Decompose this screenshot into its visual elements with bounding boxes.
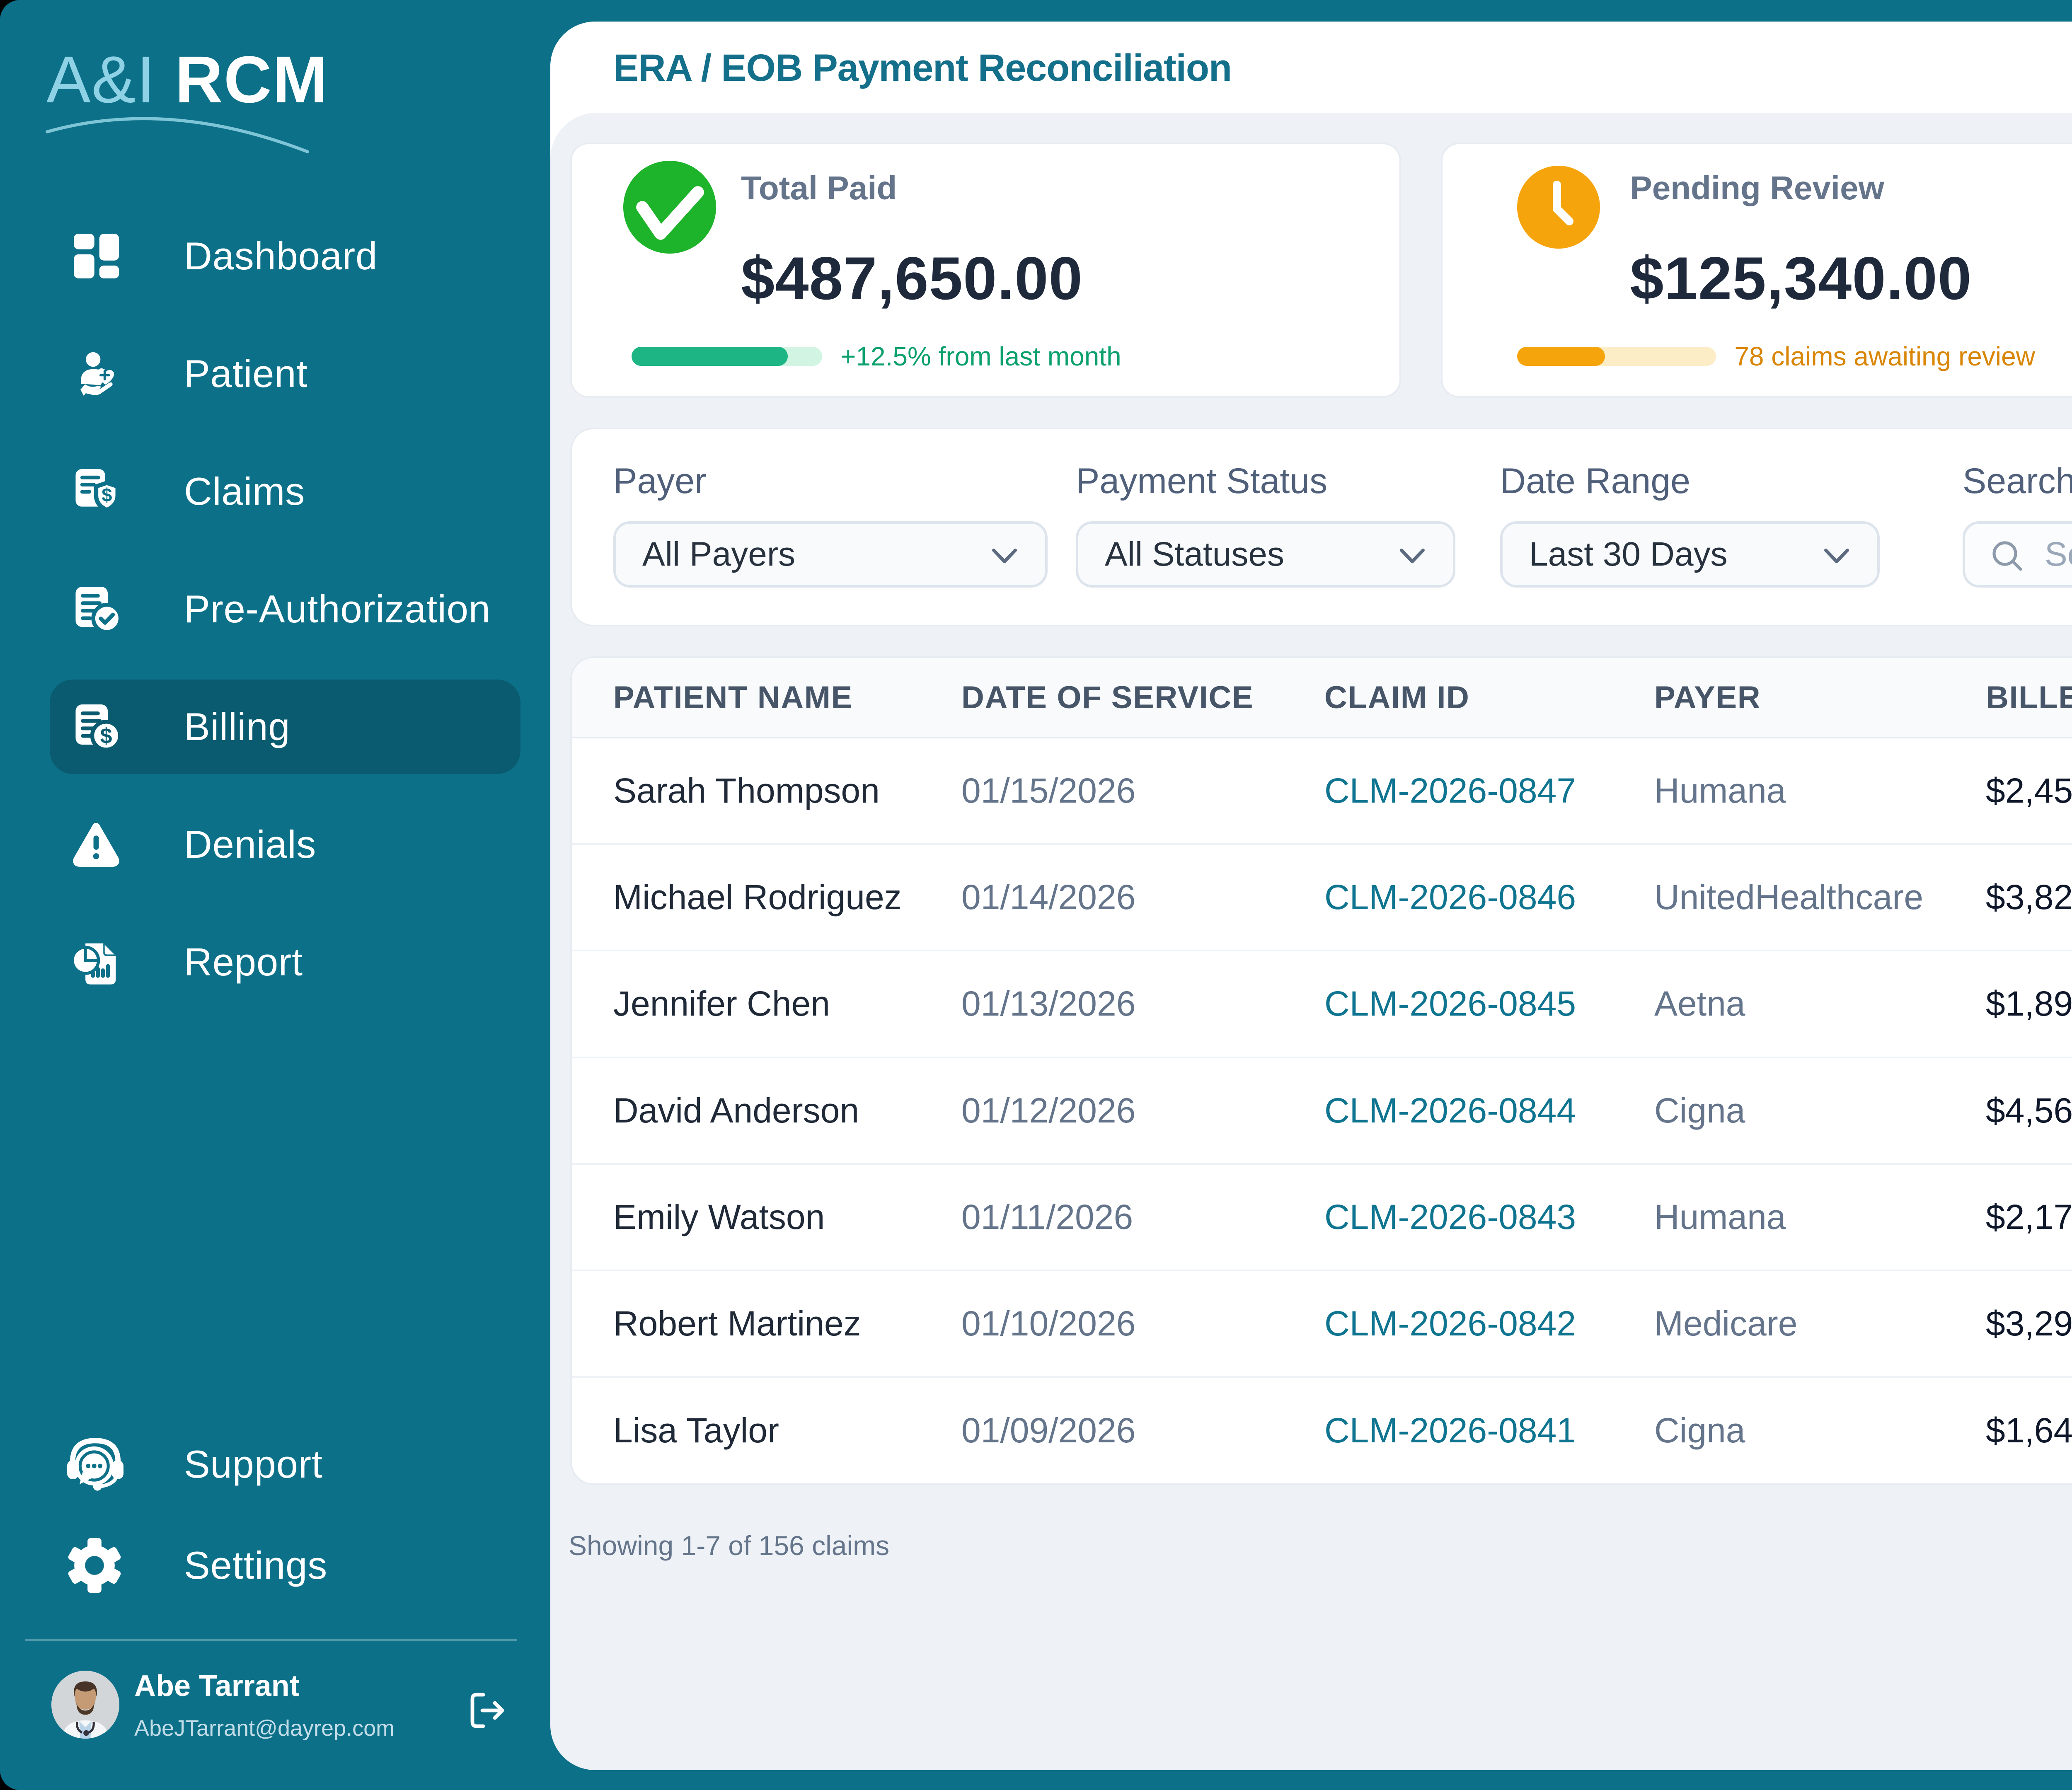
svg-text:$: $: [100, 724, 112, 748]
svg-text:$: $: [102, 484, 112, 506]
